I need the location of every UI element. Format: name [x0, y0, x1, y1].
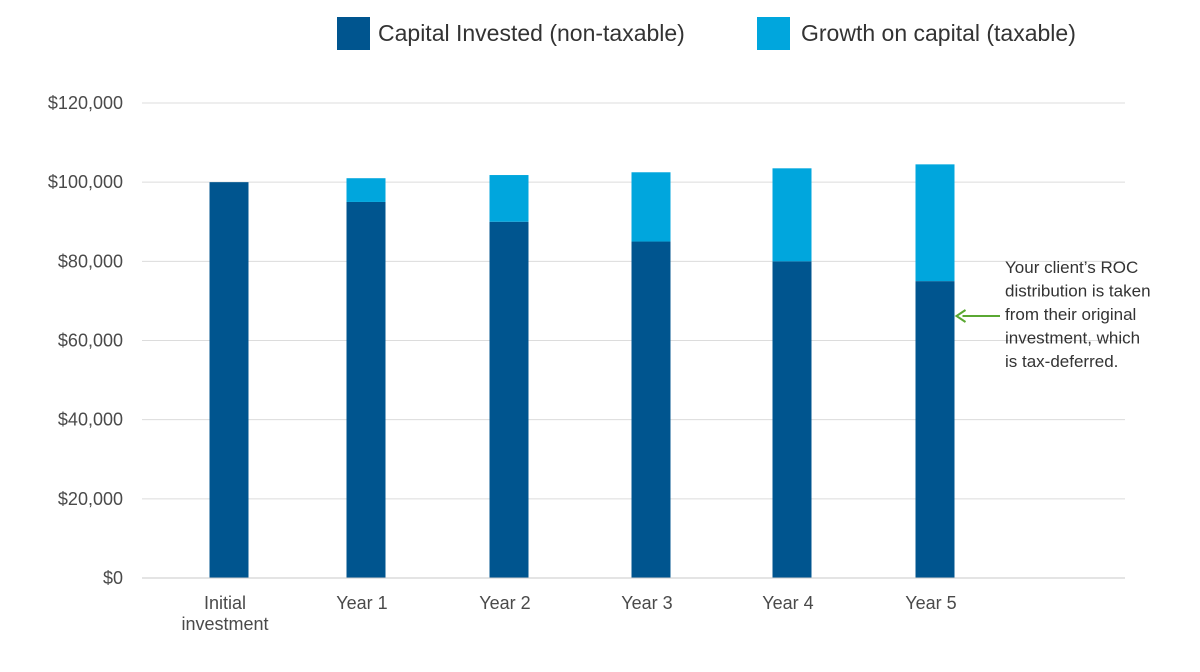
y-tick-label: $120,000: [48, 93, 123, 113]
roc-annotation: Your client’s ROC distribution is taken fr…: [954, 258, 1151, 371]
bar-capital-invested: [915, 281, 955, 578]
annotation-text: Your client’s ROC distribution is taken fr…: [1005, 258, 1151, 371]
legend: Capital Invested (non-taxable) Growth on …: [337, 17, 1076, 50]
bar-capital-invested: [209, 182, 249, 578]
x-tick-label: Initial investment: [181, 593, 268, 634]
bar-capital-invested: [346, 201, 386, 579]
y-tick-label: $40,000: [58, 410, 123, 430]
x-tick-label: Year 1: [336, 593, 387, 613]
y-tick-label: $100,000: [48, 172, 123, 192]
x-axis-tick-labels: Initial investment Year 1 Year 2 Year 3 Year …: [181, 593, 956, 634]
x-tick-label: Year 2: [479, 593, 530, 613]
legend-swatch-growth-on-capital: [757, 17, 790, 50]
y-tick-label: $80,000: [58, 251, 123, 271]
bar-capital-invested: [489, 221, 529, 578]
bar-capital-invested: [772, 261, 812, 578]
y-axis-tick-labels: $0 $20,000 $40,000 $60,000 $80,000 $100,000 $1…: [48, 93, 123, 588]
y-tick-label: $0: [103, 568, 123, 588]
bar-growth-on-capital: [631, 172, 671, 242]
bar-growth-on-capital: [915, 164, 955, 282]
bar-growth-on-capital: [346, 178, 386, 202]
bars: [209, 164, 955, 579]
annotation-arrowhead: [954, 309, 967, 323]
y-tick-label: $60,000: [58, 331, 123, 351]
legend-label-growth-on-capital: Growth on capital (taxable): [801, 20, 1076, 46]
legend-swatch-capital-invested: [337, 17, 370, 50]
x-tick-label: Year 4: [762, 593, 813, 613]
bar-growth-on-capital: [772, 168, 812, 262]
bar-growth-on-capital: [489, 175, 529, 222]
x-tick-label: Year 5: [905, 593, 956, 613]
x-tick-label: Year 3: [621, 593, 672, 613]
bar-capital-invested: [631, 241, 671, 578]
legend-label-capital-invested: Capital Invested (non-taxable): [378, 20, 685, 46]
y-tick-label: $20,000: [58, 489, 123, 509]
